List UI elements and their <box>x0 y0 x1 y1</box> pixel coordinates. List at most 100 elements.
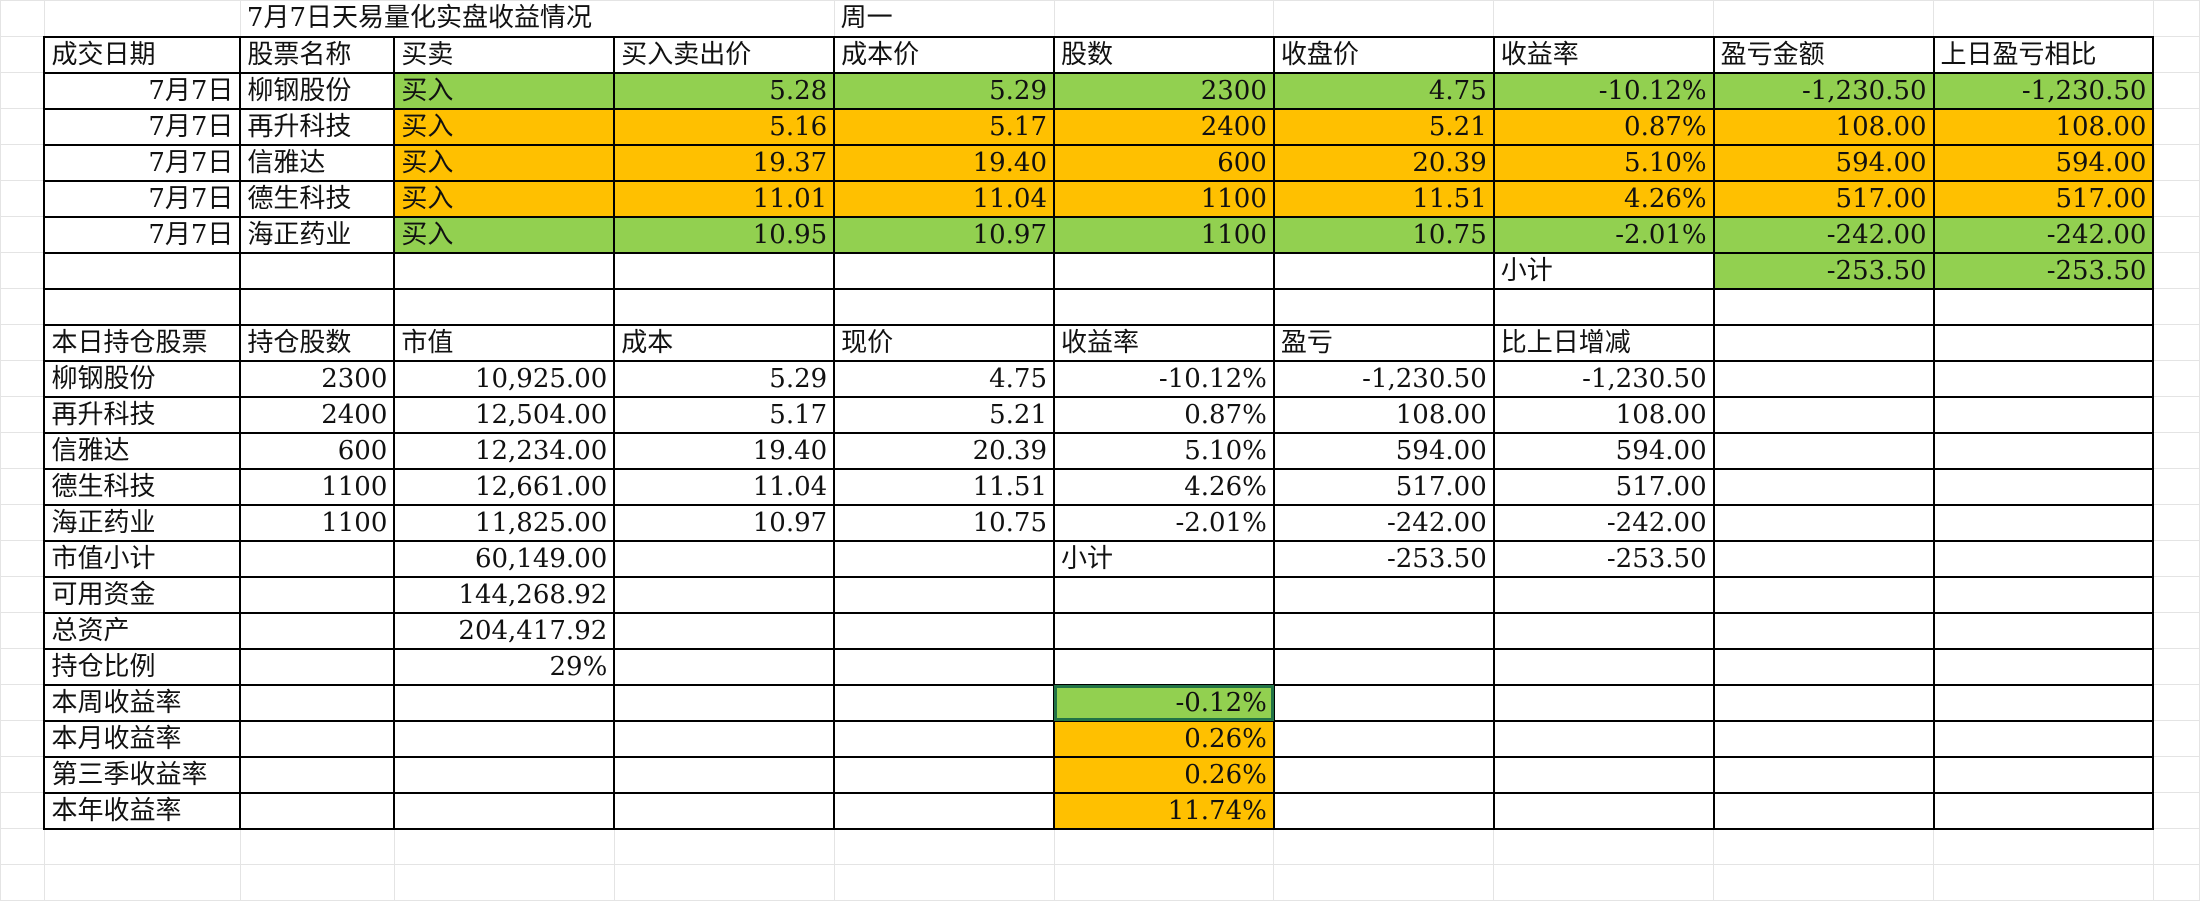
holdings-subtotal-label[interactable]: 小计 <box>1053 539 1275 578</box>
trade-close[interactable]: 5.21 <box>1272 107 1495 146</box>
holding-value[interactable]: 12,504.00 <box>393 395 616 434</box>
return-label[interactable]: 第三季收益率 <box>43 755 242 794</box>
holdings-header-pnl[interactable]: 盈亏 <box>1272 323 1495 362</box>
trade-vs[interactable]: 594.00 <box>1932 143 2155 182</box>
col-header-price[interactable]: 买入卖出价 <box>613 35 836 74</box>
holdings-header-delta[interactable]: 比上日增减 <box>1492 323 1715 362</box>
col-header-pnl[interactable]: 盈亏金额 <box>1712 35 1935 74</box>
trade-shares[interactable]: 1100 <box>1053 215 1275 254</box>
col-header-name[interactable]: 股票名称 <box>239 35 396 74</box>
return-label[interactable]: 本年收益率 <box>43 791 242 830</box>
trade-price[interactable]: 5.16 <box>613 107 836 146</box>
holdings-header-rate[interactable]: 收益率 <box>1053 323 1275 362</box>
holding-pnl[interactable]: -242.00 <box>1272 503 1495 542</box>
trade-vs[interactable]: -1,230.50 <box>1932 71 2155 110</box>
trade-vs[interactable]: 108.00 <box>1932 107 2155 146</box>
market-value-total[interactable]: 60,149.00 <box>393 539 616 578</box>
holdings-header-stock[interactable]: 本日持仓股票 <box>43 323 242 362</box>
holding-price[interactable]: 5.21 <box>833 395 1055 434</box>
holding-name[interactable]: 海正药业 <box>43 503 242 542</box>
weekday-cell[interactable]: 周一 <box>833 0 1055 37</box>
holding-name[interactable]: 柳钢股份 <box>43 359 242 398</box>
holding-pnl[interactable]: 594.00 <box>1272 431 1495 470</box>
trade-pnl[interactable]: 594.00 <box>1712 143 1935 182</box>
holding-rate[interactable]: 4.26% <box>1053 467 1275 506</box>
trade-rate[interactable]: -10.12% <box>1492 71 1715 110</box>
col-header-action[interactable]: 买卖 <box>393 35 616 74</box>
total-assets-label[interactable]: 总资产 <box>43 611 242 650</box>
trade-action[interactable]: 买入 <box>393 71 616 110</box>
trade-date[interactable]: 7月7日 <box>43 71 242 110</box>
holding-cost[interactable]: 11.04 <box>613 467 836 506</box>
trade-subtotal-pnl[interactable]: -253.50 <box>1712 251 1935 290</box>
holding-price[interactable]: 11.51 <box>833 467 1055 506</box>
holding-delta[interactable]: -1,230.50 <box>1492 359 1715 398</box>
trade-price[interactable]: 10.95 <box>613 215 836 254</box>
holdings-subtotal-pnl[interactable]: -253.50 <box>1272 539 1495 578</box>
holding-delta[interactable]: 517.00 <box>1492 467 1715 506</box>
holding-pnl[interactable]: 108.00 <box>1272 395 1495 434</box>
trade-price[interactable]: 19.37 <box>613 143 836 182</box>
trade-stock-name[interactable]: 海正药业 <box>239 215 396 254</box>
trade-close[interactable]: 4.75 <box>1272 71 1495 110</box>
holding-cost[interactable]: 10.97 <box>613 503 836 542</box>
trade-date[interactable]: 7月7日 <box>43 107 242 146</box>
trade-action[interactable]: 买入 <box>393 107 616 146</box>
col-header-cost[interactable]: 成本价 <box>833 35 1055 74</box>
trade-cost[interactable]: 19.40 <box>833 143 1055 182</box>
holding-value[interactable]: 12,234.00 <box>393 431 616 470</box>
trade-vs[interactable]: 517.00 <box>1932 179 2155 218</box>
holding-shares[interactable]: 2400 <box>239 395 396 434</box>
trade-rate[interactable]: 4.26% <box>1492 179 1715 218</box>
holding-price[interactable]: 4.75 <box>833 359 1055 398</box>
holding-name[interactable]: 信雅达 <box>43 431 242 470</box>
holding-cost[interactable]: 5.29 <box>613 359 836 398</box>
holding-delta[interactable]: 108.00 <box>1492 395 1715 434</box>
position-ratio-value[interactable]: 29% <box>393 647 616 686</box>
trade-subtotal-vs[interactable]: -253.50 <box>1932 251 2155 290</box>
trade-close[interactable]: 20.39 <box>1272 143 1495 182</box>
trade-rate[interactable]: -2.01% <box>1492 215 1715 254</box>
trade-action[interactable]: 买入 <box>393 143 616 182</box>
holdings-header-shares[interactable]: 持仓股数 <box>239 323 396 362</box>
holding-rate[interactable]: -10.12% <box>1053 359 1275 398</box>
col-header-vs[interactable]: 上日盈亏相比 <box>1932 35 2155 74</box>
return-value[interactable]: 11.74% <box>1053 791 1275 830</box>
market-value-label[interactable]: 市值小计 <box>43 539 242 578</box>
trade-shares[interactable]: 600 <box>1053 143 1275 182</box>
trade-price[interactable]: 11.01 <box>613 179 836 218</box>
return-value[interactable]: 0.26% <box>1053 755 1275 794</box>
trade-action[interactable]: 买入 <box>393 215 616 254</box>
holding-cost[interactable]: 19.40 <box>613 431 836 470</box>
holding-pnl[interactable]: 517.00 <box>1272 467 1495 506</box>
trade-pnl[interactable]: 108.00 <box>1712 107 1935 146</box>
holding-value[interactable]: 12,661.00 <box>393 467 616 506</box>
holding-delta[interactable]: -242.00 <box>1492 503 1715 542</box>
holding-value[interactable]: 10,925.00 <box>393 359 616 398</box>
trade-shares[interactable]: 1100 <box>1053 179 1275 218</box>
trade-cost[interactable]: 10.97 <box>833 215 1055 254</box>
trade-action[interactable]: 买入 <box>393 179 616 218</box>
position-ratio-label[interactable]: 持仓比例 <box>43 647 242 686</box>
trade-shares[interactable]: 2400 <box>1053 107 1275 146</box>
trade-stock-name[interactable]: 再升科技 <box>239 107 396 146</box>
holding-shares[interactable]: 600 <box>239 431 396 470</box>
trade-price[interactable]: 5.28 <box>613 71 836 110</box>
trade-stock-name[interactable]: 柳钢股份 <box>239 71 396 110</box>
trade-shares[interactable]: 2300 <box>1053 71 1275 110</box>
trade-cost[interactable]: 5.17 <box>833 107 1055 146</box>
holdings-header-price[interactable]: 现价 <box>833 323 1055 362</box>
trade-pnl[interactable]: 517.00 <box>1712 179 1935 218</box>
holding-rate[interactable]: 5.10% <box>1053 431 1275 470</box>
cash-label[interactable]: 可用资金 <box>43 575 242 614</box>
holding-cost[interactable]: 5.17 <box>613 395 836 434</box>
col-header-shares[interactable]: 股数 <box>1053 35 1275 74</box>
holding-shares[interactable]: 1100 <box>239 503 396 542</box>
holding-pnl[interactable]: -1,230.50 <box>1272 359 1495 398</box>
return-label[interactable]: 本周收益率 <box>43 683 242 722</box>
trade-cost[interactable]: 5.29 <box>833 71 1055 110</box>
holding-shares[interactable]: 1100 <box>239 467 396 506</box>
sheet-title[interactable]: 7月7日天易量化实盘收益情况 <box>239 0 835 37</box>
trade-date[interactable]: 7月7日 <box>43 215 242 254</box>
trade-stock-name[interactable]: 德生科技 <box>239 179 396 218</box>
